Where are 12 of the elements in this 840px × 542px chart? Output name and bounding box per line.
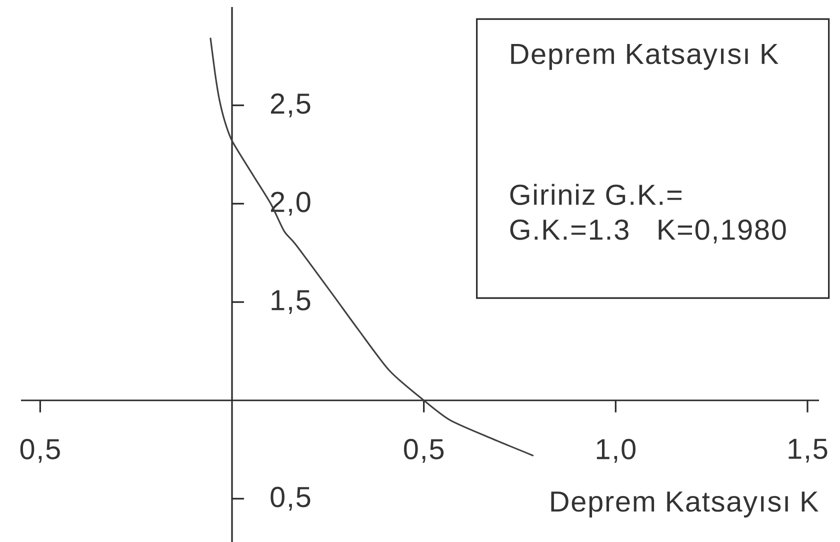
annotation: Giriniz G.K.=: [510, 184, 682, 206]
y-tick-label: 1,5: [272, 290, 310, 314]
x-tick-label: 0,5: [404, 438, 444, 463]
x-tick-label: 1,5: [788, 438, 828, 462]
text: Deprem Katsayısı K: [511, 44, 778, 70]
x-axis-title: Deprem Katsayısı K: [551, 492, 818, 518]
x-tick-label: 1,0: [596, 438, 636, 463]
x-tick-label: 0,5: [20, 438, 60, 463]
y-tick-label: 2,0: [270, 192, 310, 216]
y-tick-label: 0,5: [270, 486, 310, 511]
y-tick-label: 2,5: [270, 93, 310, 118]
annotation: G.K.=1.3 K=0,1980: [510, 219, 786, 244]
